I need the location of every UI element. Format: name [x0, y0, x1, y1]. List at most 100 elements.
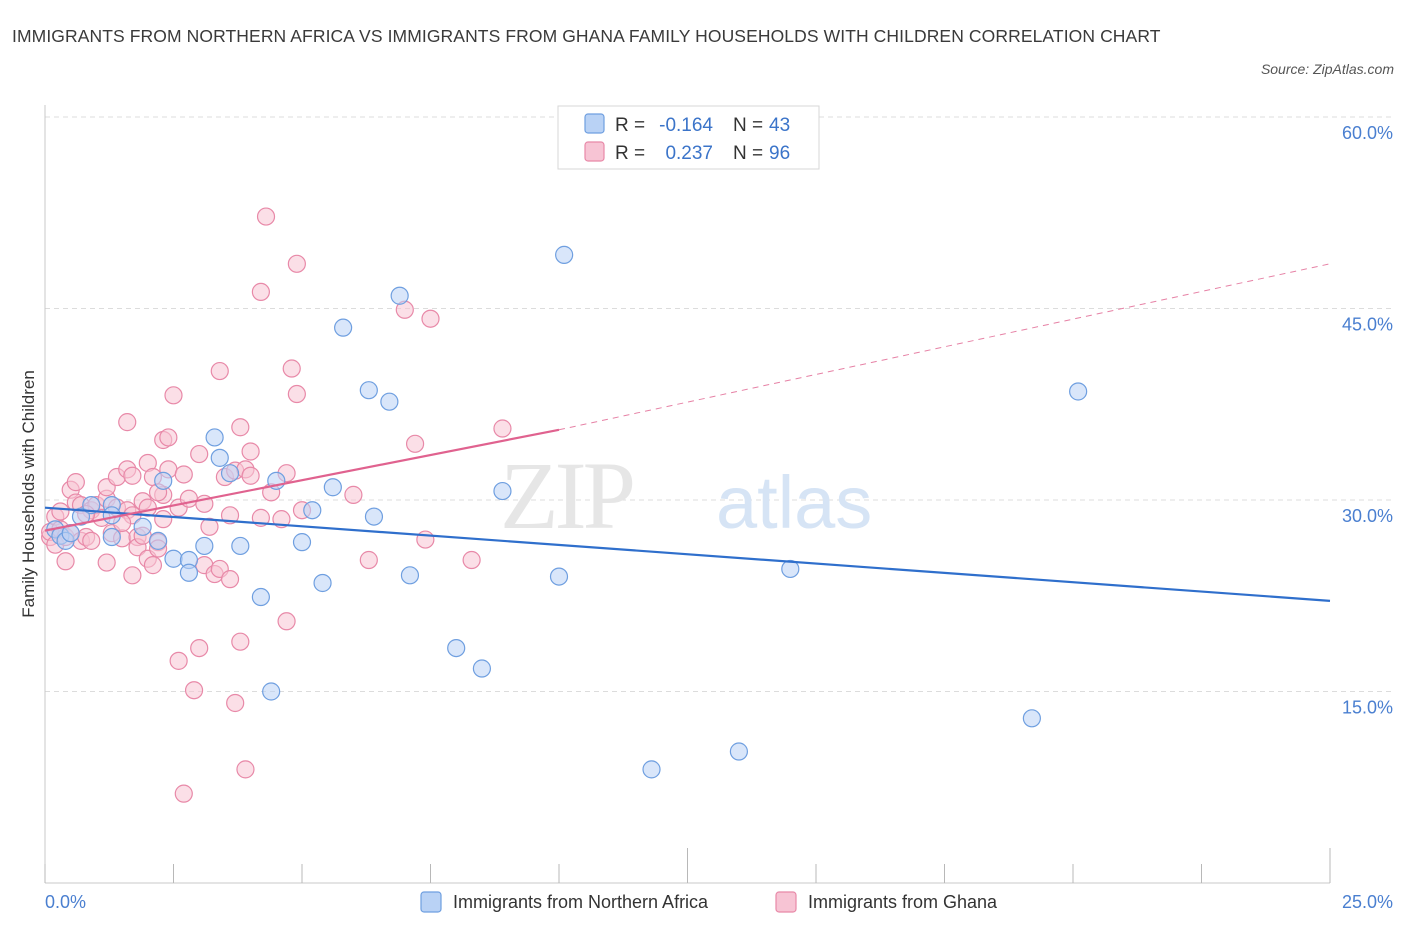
ghana-point: [123, 566, 142, 585]
series-legend: Immigrants from Northern Africa Immigran…: [420, 891, 998, 913]
ghana-point: [277, 612, 296, 631]
ghana-point: [159, 428, 178, 447]
ghana-point: [344, 485, 363, 504]
northern-africa-point: [781, 559, 800, 579]
ghana-point: [493, 419, 512, 438]
northern-africa-point: [303, 501, 322, 520]
ghana-point: [51, 502, 70, 521]
ghana-point: [143, 556, 163, 575]
ghana-point: [190, 638, 209, 658]
northern-africa-point: [231, 536, 250, 556]
ghana-point: [405, 434, 425, 453]
y-tick-label: 15.0%: [1342, 698, 1393, 718]
trend-line-northern-africa: [44, 506, 1331, 602]
x-tick-label-max: 25.0%: [1342, 892, 1393, 912]
northern-africa-point: [179, 563, 199, 582]
northern-africa-point: [164, 549, 183, 568]
ghana-point: [97, 553, 116, 572]
legend-swatch-ghana: [775, 891, 797, 913]
source-label: Source: ZipAtlas.com: [1260, 61, 1394, 77]
northern-africa-point: [82, 496, 101, 515]
northern-africa-point: [313, 573, 332, 593]
legend-r-value-blue: -0.164: [659, 115, 713, 136]
y-axis-label: Family Households with Children: [19, 370, 38, 618]
ghana-point: [82, 531, 101, 550]
legend-label-ghana: Immigrants from Ghana: [808, 892, 998, 912]
ghana-point: [241, 466, 260, 485]
x-tick-label-min: 0.0%: [45, 892, 86, 912]
legend-n-value-blue: 43: [769, 115, 790, 136]
northern-africa-point: [292, 533, 312, 552]
y-tick-label: 45.0%: [1342, 315, 1393, 335]
watermark-zip: ZIP: [500, 442, 633, 549]
legend-r-value-pink: 0.237: [665, 143, 713, 164]
legend-n-label-blue: N =: [733, 115, 763, 136]
northern-africa-point: [71, 507, 91, 526]
y-tick-label: 60.0%: [1342, 123, 1393, 143]
ghana-point: [200, 517, 219, 536]
legend-swatch-northern-africa: [420, 891, 442, 913]
ghana-point: [231, 632, 250, 651]
ghana-point: [251, 282, 270, 302]
ghana-point: [184, 681, 204, 700]
northern-africa-point: [1069, 382, 1088, 401]
ghana-point: [226, 693, 245, 713]
northern-africa-point: [195, 536, 214, 556]
legend-r-label-blue: R =: [615, 115, 645, 136]
series-northern-africa-points: [46, 245, 1088, 779]
ghana-point: [462, 550, 481, 570]
legend-n-value-pink: 96: [769, 143, 790, 164]
northern-africa-point: [102, 527, 121, 547]
ghana-point: [287, 384, 306, 404]
ghana-point: [169, 651, 188, 670]
y-tick-label: 30.0%: [1342, 506, 1393, 526]
northern-africa-point: [133, 517, 152, 536]
x-tick-labels: 0.0% 25.0%: [45, 892, 1393, 912]
northern-africa-point: [220, 464, 240, 483]
legend-r-label-pink: R =: [615, 143, 645, 164]
ghana-point: [287, 254, 306, 273]
ghana-point: [416, 530, 435, 549]
northern-africa-point: [555, 245, 574, 264]
northern-africa-point: [447, 638, 466, 658]
trend-line-ghana-extrapolated: [558, 263, 1331, 431]
watermark: ZIP atlas: [500, 442, 872, 549]
northern-africa-point: [334, 318, 353, 337]
northern-africa-point: [390, 286, 409, 305]
ghana-point: [282, 359, 301, 378]
ghana-point: [220, 570, 240, 589]
legend-swatch-pink: [584, 141, 605, 162]
legend-label-northern-africa: Immigrants from Northern Africa: [453, 892, 709, 912]
ghana-point: [236, 760, 255, 779]
ghana-point: [190, 444, 209, 464]
ghana-point: [66, 473, 85, 492]
ghana-point: [164, 386, 183, 405]
ghana-point: [174, 784, 193, 803]
northern-africa-point: [205, 428, 224, 447]
ghana-point: [174, 465, 193, 484]
northern-africa-point: [148, 531, 168, 550]
northern-africa-point: [251, 587, 270, 607]
northern-africa-point: [323, 478, 342, 497]
trend-line-ghana: [44, 428, 560, 532]
northern-africa-point: [359, 381, 378, 400]
ghana-point: [118, 413, 137, 432]
watermark-atlas: atlas: [716, 461, 872, 544]
northern-africa-point: [364, 507, 384, 526]
ghana-point: [220, 506, 240, 525]
northern-africa-point: [400, 566, 420, 585]
stats-legend: R = -0.164 N = 43 R = 0.237 N = 96: [557, 105, 820, 170]
northern-africa-point: [642, 760, 661, 779]
chart-title: IMMIGRANTS FROM NORTHERN AFRICA VS IMMIG…: [12, 26, 1161, 46]
ghana-point: [210, 361, 229, 381]
ghana-point: [359, 550, 378, 570]
legend-swatch-blue: [584, 113, 605, 134]
northern-africa-point: [380, 392, 399, 411]
ghana-point: [241, 442, 260, 461]
ghana-point: [56, 552, 75, 571]
northern-africa-point: [262, 682, 281, 701]
northern-africa-point: [493, 481, 512, 501]
northern-africa-point: [729, 742, 749, 761]
gridlines: [45, 116, 1395, 692]
northern-africa-point: [472, 659, 491, 678]
